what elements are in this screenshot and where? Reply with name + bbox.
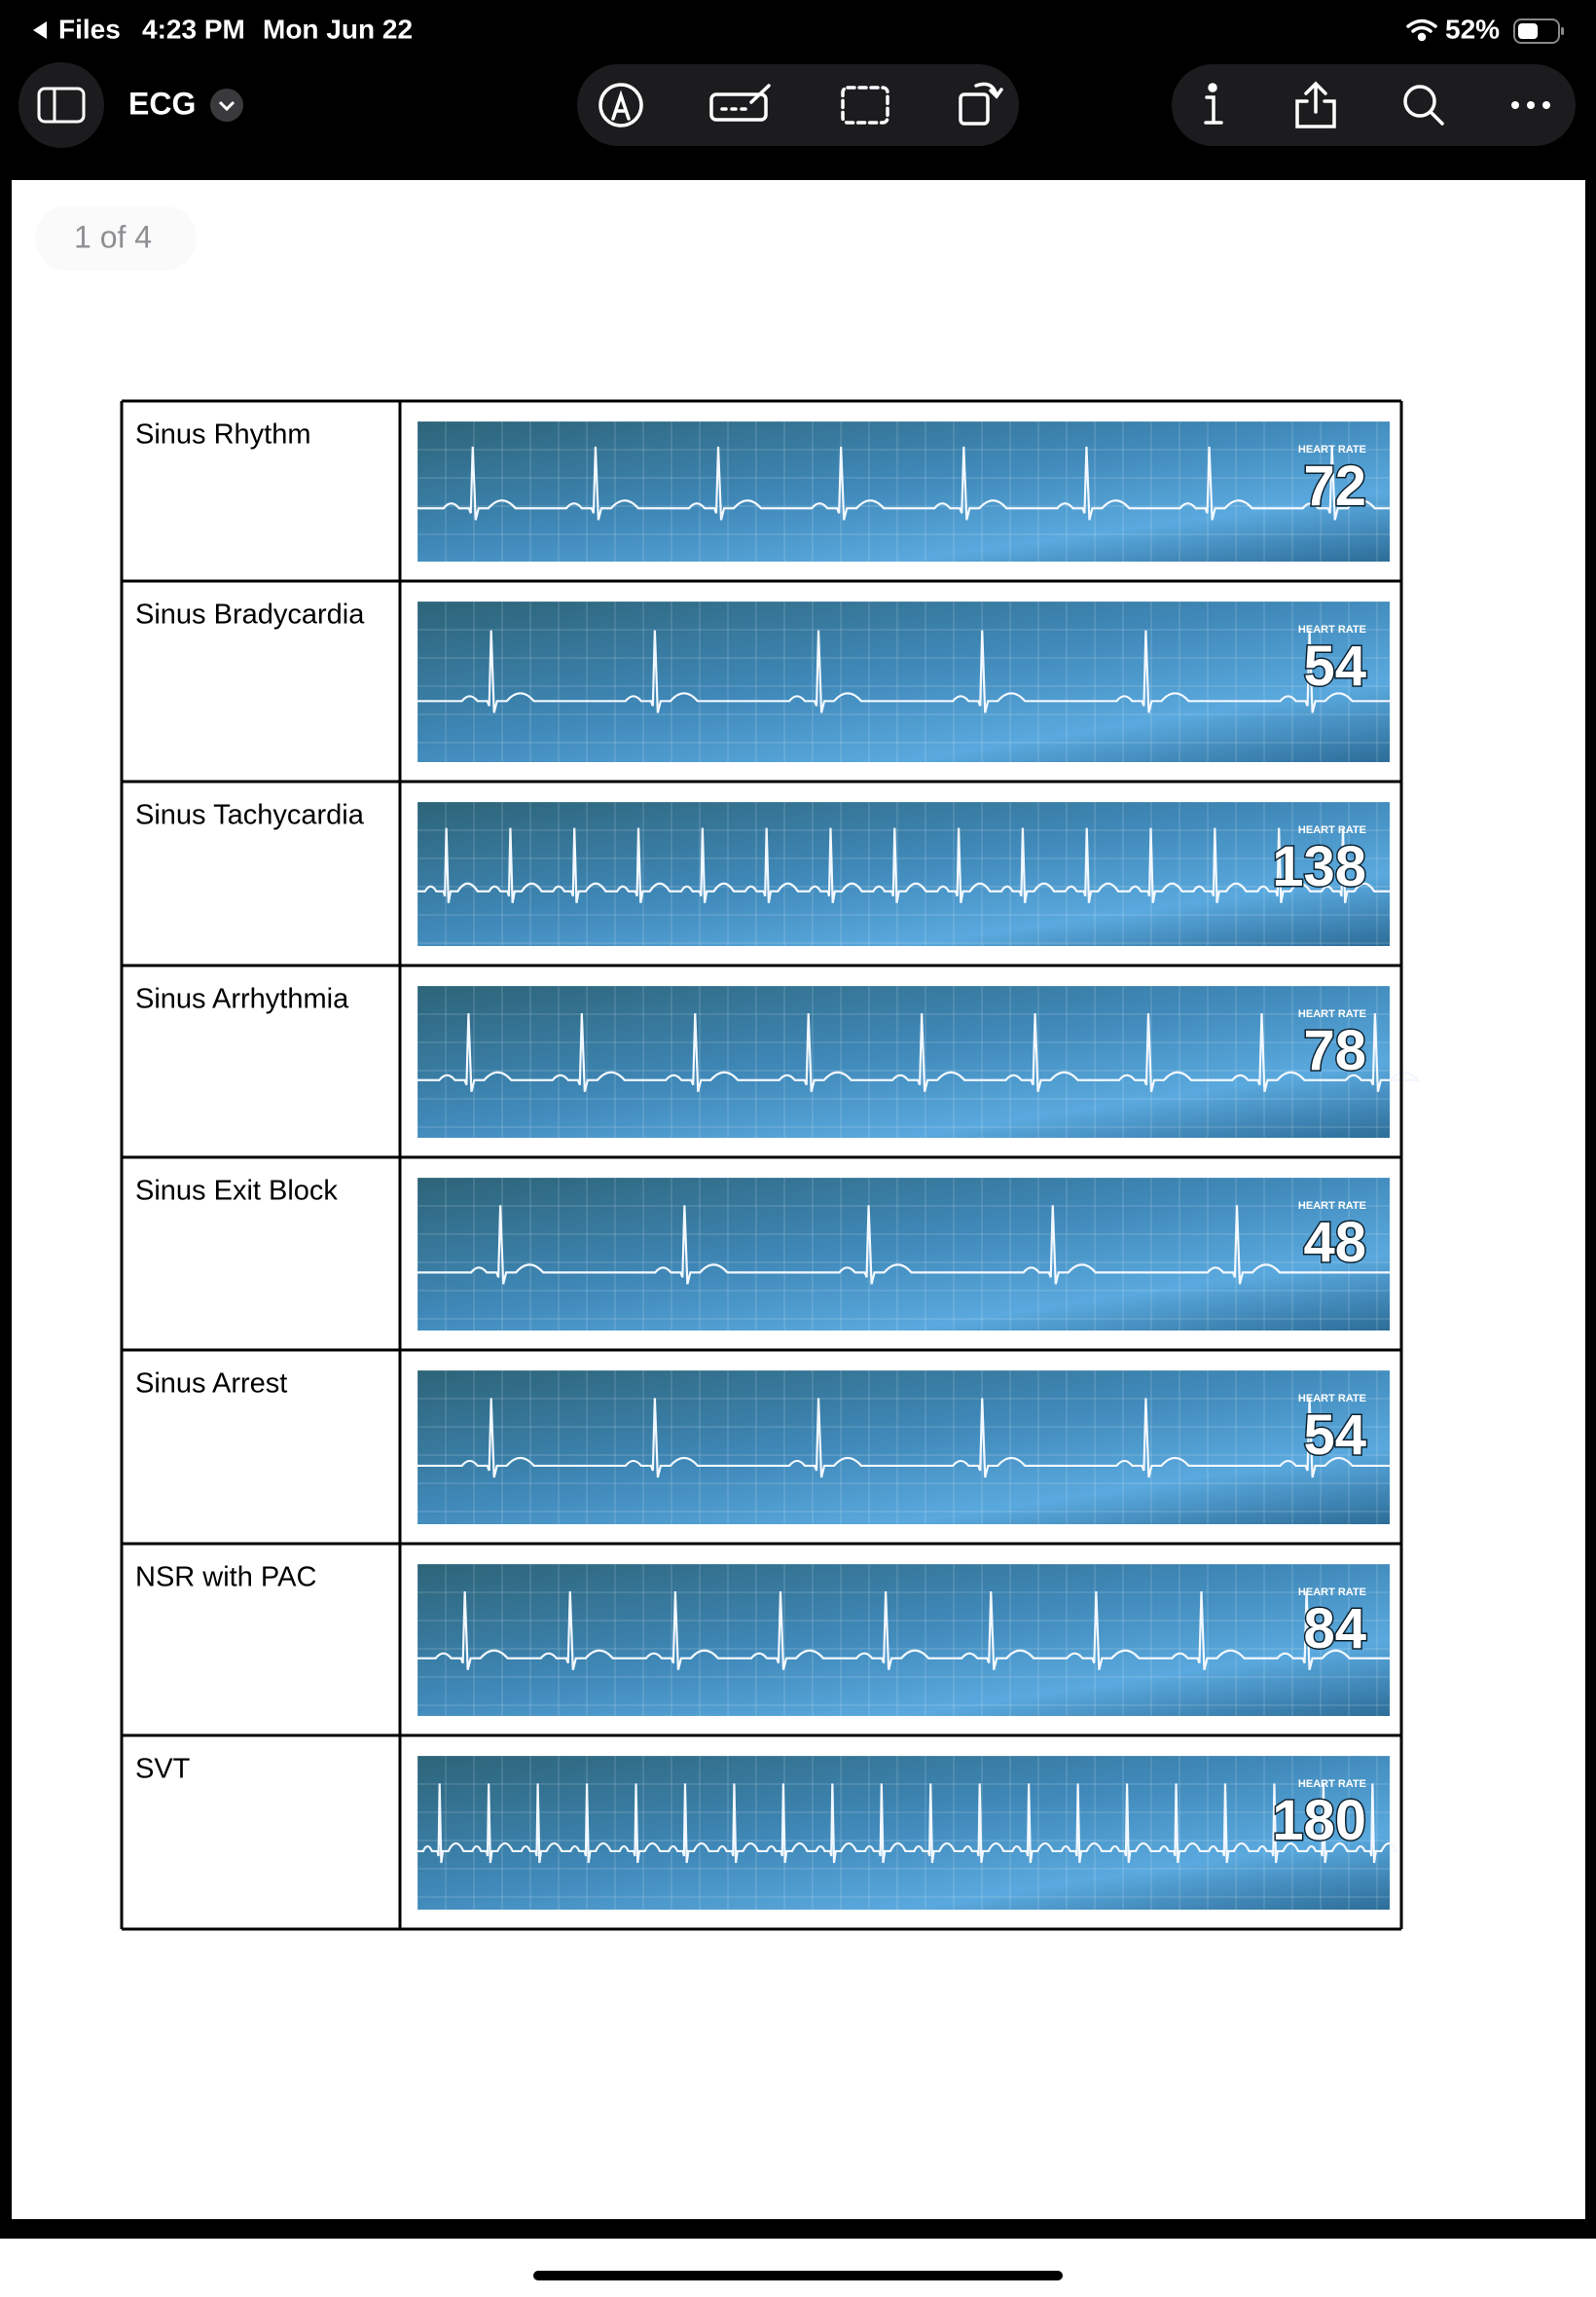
wifi-icon — [1406, 18, 1437, 42]
strip-background — [417, 421, 1390, 562]
heart-rate-label: HEART RATE — [1298, 1200, 1366, 1212]
rhythm-name: Sinus Rhythm — [135, 419, 311, 451]
sidebar-button[interactable] — [18, 62, 104, 148]
share-button[interactable] — [1295, 81, 1336, 128]
ecg-trace — [417, 1783, 1398, 1864]
rhythm-name: Sinus Arrest — [135, 1368, 287, 1400]
heart-rate-value: 48 — [1303, 1211, 1366, 1274]
rhythm-name: Sinus Exit Block — [135, 1176, 338, 1207]
battery-percent: 52% — [1445, 14, 1500, 44]
chevron-icon — [218, 100, 236, 112]
heart-rate-value: 180 — [1272, 1789, 1366, 1852]
rhythm-name: SVT — [135, 1754, 191, 1785]
strip-background — [417, 1564, 1390, 1716]
more-button[interactable] — [1511, 101, 1550, 109]
ecg-trace — [417, 1591, 1390, 1670]
strip-background — [417, 986, 1390, 1138]
time: 4:23 PM — [142, 14, 245, 44]
strip-background — [417, 802, 1390, 946]
rhythm-name: Sinus Arrhythmia — [135, 984, 349, 1015]
info-button[interactable] — [1204, 83, 1223, 125]
heart-rate-label: HEART RATE — [1298, 624, 1366, 636]
title-menu-button[interactable] — [210, 89, 243, 122]
rhythm-name: Sinus Bradycardia — [135, 600, 365, 631]
markup-tools — [577, 64, 1019, 146]
strip-background — [417, 1178, 1390, 1331]
heart-rate-label: HEART RATE — [1298, 444, 1366, 456]
ecg-trace — [417, 630, 1390, 713]
ecg-trace — [417, 1205, 1390, 1285]
bottom-area — [0, 2239, 1596, 2297]
action-tools — [1172, 64, 1576, 146]
sidebar-icon — [37, 87, 86, 124]
heart-rate-label: HEART RATE — [1298, 1586, 1366, 1598]
search-button[interactable] — [1403, 85, 1444, 126]
select-button[interactable] — [841, 86, 889, 125]
ecg-trace — [417, 446, 1390, 521]
strip-background — [417, 1370, 1390, 1524]
heart-rate-label: HEART RATE — [1298, 1778, 1366, 1790]
page-indicator-pill — [35, 206, 197, 271]
heart-rate-value: 78 — [1303, 1019, 1366, 1082]
ecg-trace — [417, 827, 1390, 903]
heart-rate-value: 72 — [1303, 455, 1366, 518]
battery-icon — [1513, 18, 1564, 44]
text-box-button[interactable] — [709, 84, 771, 122]
strip-background — [417, 1756, 1390, 1910]
page-indicator: 1 of 4 — [74, 219, 152, 254]
date: Mon Jun 22 — [263, 14, 413, 44]
heart-rate-value: 84 — [1303, 1597, 1366, 1660]
ecg-trace — [417, 1398, 1390, 1478]
markup-button[interactable] — [598, 83, 643, 128]
ecg-trace — [417, 1013, 1421, 1092]
heart-rate-label: HEART RATE — [1298, 824, 1366, 836]
document-title[interactable]: ECG — [128, 86, 196, 121]
back-arrow[interactable] — [33, 21, 47, 39]
back-label[interactable]: Files — [58, 14, 121, 44]
rhythm-name: NSR with PAC — [135, 1562, 316, 1593]
home-indicator — [533, 2271, 1063, 2280]
heart-rate-value: 138 — [1272, 835, 1366, 898]
rhythm-name: Sinus Tachycardia — [135, 800, 365, 831]
rotate-button[interactable] — [959, 82, 1003, 126]
heart-rate-label: HEART RATE — [1298, 1393, 1366, 1404]
heart-rate-label: HEART RATE — [1298, 1008, 1366, 1020]
heart-rate-value: 54 — [1303, 635, 1366, 698]
heart-rate-value: 54 — [1303, 1404, 1366, 1467]
strip-background — [417, 602, 1390, 762]
